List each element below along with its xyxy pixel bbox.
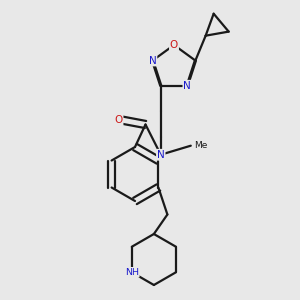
Text: N: N (149, 56, 157, 65)
Text: O: O (170, 40, 178, 50)
Text: N: N (157, 150, 165, 160)
Text: N: N (183, 81, 191, 91)
Text: Me: Me (194, 141, 208, 150)
Text: NH: NH (125, 268, 139, 277)
Text: O: O (114, 115, 123, 125)
